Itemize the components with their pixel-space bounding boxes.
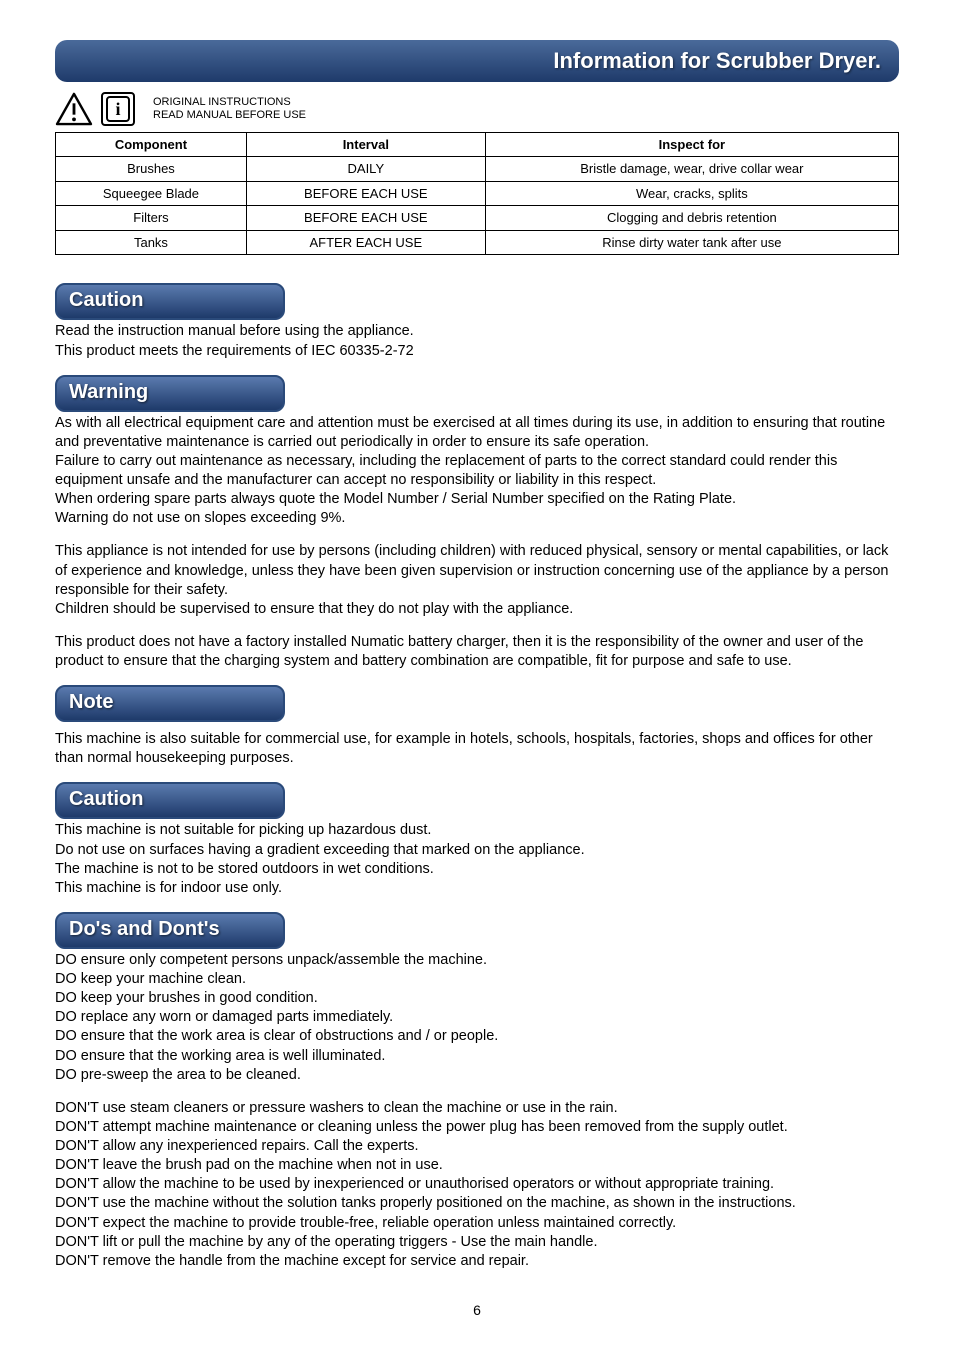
dos-donts-body: DO ensure only competent persons unpack/… — [55, 951, 899, 1271]
caution-pill: Caution — [55, 283, 285, 320]
note-body: This machine is also suitable for commer… — [55, 730, 899, 768]
info-i-icon: i — [106, 96, 130, 122]
table-row: Brushes DAILY Bristle damage, wear, driv… — [56, 157, 899, 182]
table-row: Squeegee Blade BEFORE EACH USE Wear, cra… — [56, 181, 899, 206]
table-header-row: Component Interval Inspect for — [56, 132, 899, 157]
th-inspect: Inspect for — [485, 132, 898, 157]
table-body: Brushes DAILY Bristle damage, wear, driv… — [56, 157, 899, 255]
caution2-body: This machine is not suitable for picking… — [55, 821, 899, 898]
info-box-icon: i — [101, 92, 135, 126]
caution2-pill: Caution — [55, 782, 285, 819]
orig-line1: ORIGINAL INSTRUCTIONS — [153, 96, 306, 109]
page-title: Information for Scrubber Dryer. — [553, 48, 881, 73]
inspection-table: Component Interval Inspect for Brushes D… — [55, 132, 899, 256]
original-instructions-text: ORIGINAL INSTRUCTIONS READ MANUAL BEFORE… — [153, 96, 306, 122]
note-pill: Note — [55, 685, 285, 722]
page-header: Information for Scrubber Dryer. — [55, 40, 899, 82]
warning-body: As with all electrical equipment care an… — [55, 414, 899, 672]
th-interval: Interval — [246, 132, 485, 157]
table-row: Tanks AFTER EACH USE Rinse dirty water t… — [56, 230, 899, 255]
caution1-body: Read the instruction manual before using… — [55, 322, 899, 360]
warning-triangle-icon — [55, 92, 93, 126]
dos-donts-pill: Do's and Dont's — [55, 912, 285, 949]
info-icon-row: i ORIGINAL INSTRUCTIONS READ MANUAL BEFO… — [55, 92, 899, 126]
page-number: 6 — [55, 1301, 899, 1320]
th-component: Component — [56, 132, 247, 157]
orig-line2: READ MANUAL BEFORE USE — [153, 109, 306, 122]
warning-pill: Warning — [55, 375, 285, 412]
table-row: Filters BEFORE EACH USE Clogging and deb… — [56, 206, 899, 231]
